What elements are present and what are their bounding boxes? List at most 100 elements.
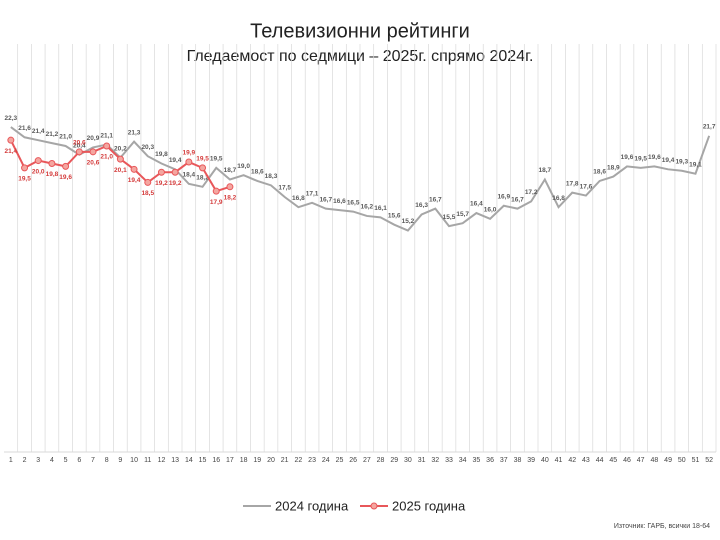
x-tick-label: 8 bbox=[105, 457, 109, 464]
data-label: 20,6 bbox=[73, 140, 86, 147]
x-tick-label: 6 bbox=[77, 457, 81, 464]
point-marker bbox=[212, 187, 220, 195]
data-label: 15,7 bbox=[456, 211, 469, 218]
point-marker bbox=[103, 142, 111, 150]
point-marker bbox=[171, 168, 179, 176]
x-tick-label: 15 bbox=[199, 457, 207, 464]
x-tick-label: 26 bbox=[349, 457, 357, 464]
data-label: 16,2 bbox=[361, 204, 374, 211]
data-label: 18,4 bbox=[183, 172, 196, 179]
x-tick-label: 45 bbox=[609, 457, 617, 464]
x-tick-label: 28 bbox=[377, 457, 385, 464]
x-tick-label: 33 bbox=[445, 457, 453, 464]
data-label: 16,5 bbox=[347, 199, 360, 206]
data-label: 16,8 bbox=[552, 195, 565, 202]
x-tick-label: 37 bbox=[500, 457, 508, 464]
x-tick-label: 18 bbox=[240, 457, 248, 464]
data-label: 20,2 bbox=[114, 145, 127, 152]
data-label: 19,8 bbox=[46, 171, 59, 178]
data-label: 21,7 bbox=[703, 124, 716, 131]
data-label: 18,9 bbox=[607, 164, 620, 171]
data-label: 15,2 bbox=[402, 218, 415, 225]
point-marker bbox=[62, 162, 70, 170]
legend-label: 2025 година bbox=[392, 498, 466, 513]
data-label: 17,2 bbox=[525, 189, 538, 196]
x-tick-label: 36 bbox=[486, 457, 494, 464]
x-tick-label: 19 bbox=[253, 457, 261, 464]
x-tick-label: 11 bbox=[144, 457, 151, 464]
data-label: 20,1 bbox=[114, 167, 127, 174]
data-label: 18,2 bbox=[196, 175, 209, 182]
point-marker bbox=[48, 159, 56, 167]
point-marker bbox=[7, 136, 15, 144]
data-label: 21,6 bbox=[18, 125, 31, 132]
x-tick-label: 14 bbox=[185, 457, 193, 464]
x-tick-label: 49 bbox=[664, 457, 672, 464]
x-tick-label: 5 bbox=[64, 457, 68, 464]
data-label: 21,0 bbox=[59, 134, 72, 141]
x-tick-label: 9 bbox=[118, 457, 122, 464]
data-label: 16,9 bbox=[497, 193, 510, 200]
data-label: 16,1 bbox=[374, 205, 387, 212]
data-label: 18,3 bbox=[265, 173, 278, 180]
data-label: 19,5 bbox=[196, 156, 209, 163]
data-label: 18,7 bbox=[539, 167, 552, 174]
data-label: 18,2 bbox=[224, 195, 237, 202]
data-label: 20,6 bbox=[87, 160, 100, 167]
data-label: 16,3 bbox=[415, 202, 428, 209]
x-tick-label: 48 bbox=[650, 457, 658, 464]
data-label: 16,8 bbox=[292, 195, 305, 202]
data-label: 19,6 bbox=[648, 154, 661, 161]
data-label: 19,4 bbox=[662, 157, 675, 164]
data-label: 20,3 bbox=[141, 144, 154, 151]
x-tick-label: 17 bbox=[226, 457, 234, 464]
x-tick-label: 13 bbox=[171, 457, 179, 464]
x-tick-label: 31 bbox=[418, 457, 426, 464]
point-marker bbox=[130, 165, 138, 173]
data-label: 18,6 bbox=[251, 169, 264, 176]
x-tick-label: 44 bbox=[596, 457, 604, 464]
data-label: 21,4 bbox=[5, 148, 18, 155]
x-tick-label: 50 bbox=[678, 457, 686, 464]
data-label: 15,6 bbox=[388, 212, 401, 219]
data-label: 16,7 bbox=[319, 196, 332, 203]
x-tick-label: 22 bbox=[294, 457, 302, 464]
x-tick-label: 1 bbox=[9, 457, 13, 464]
data-label: 21,4 bbox=[32, 128, 45, 135]
data-label: 17,6 bbox=[580, 183, 593, 190]
x-tick-label: 40 bbox=[541, 457, 549, 464]
x-tick-label: 43 bbox=[582, 457, 590, 464]
data-label: 21,3 bbox=[128, 129, 141, 136]
legend-label: 2024 година bbox=[275, 498, 349, 513]
point-marker bbox=[226, 183, 234, 191]
data-label: 19,5 bbox=[634, 156, 647, 163]
series-line bbox=[10, 126, 711, 232]
point-marker bbox=[116, 155, 124, 163]
data-label: 21,2 bbox=[46, 131, 59, 138]
data-label: 17,8 bbox=[566, 180, 579, 187]
x-tick-label: 42 bbox=[568, 457, 576, 464]
x-tick-label: 35 bbox=[472, 457, 480, 464]
data-label: 16,7 bbox=[429, 196, 442, 203]
data-label: 17,5 bbox=[278, 185, 291, 192]
x-tick-label: 32 bbox=[431, 457, 439, 464]
x-tick-label: 4 bbox=[50, 457, 54, 464]
data-label: 18,6 bbox=[593, 169, 606, 176]
point-marker bbox=[185, 158, 193, 166]
x-tick-label: 38 bbox=[514, 457, 522, 464]
data-label: 19,5 bbox=[18, 176, 31, 183]
data-label: 17,9 bbox=[210, 199, 223, 206]
x-tick-label: 52 bbox=[705, 457, 713, 464]
x-tick-label: 34 bbox=[459, 457, 467, 464]
x-tick-label: 39 bbox=[527, 457, 535, 464]
data-label: 15,5 bbox=[443, 214, 456, 221]
chart-title: Телевизионни рейтинги bbox=[250, 20, 470, 42]
data-label: 19,4 bbox=[128, 177, 141, 184]
x-tick-label: 46 bbox=[623, 457, 631, 464]
x-tick-label: 10 bbox=[130, 457, 138, 464]
data-label: 18,7 bbox=[224, 167, 237, 174]
point-marker bbox=[157, 168, 165, 176]
x-tick-label: 16 bbox=[212, 457, 220, 464]
data-label: 20,0 bbox=[32, 168, 45, 175]
